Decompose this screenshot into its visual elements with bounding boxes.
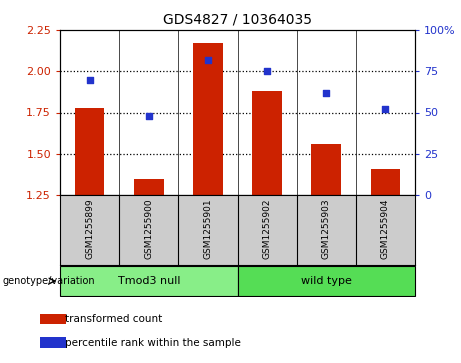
Text: GSM1255902: GSM1255902 — [263, 199, 272, 259]
Text: wild type: wild type — [301, 276, 352, 286]
Point — [263, 68, 271, 74]
Text: GSM1255904: GSM1255904 — [381, 199, 390, 259]
Point — [86, 77, 93, 82]
Point — [145, 113, 153, 119]
Text: GSM1255903: GSM1255903 — [322, 199, 331, 259]
Point — [323, 90, 330, 95]
Text: percentile rank within the sample: percentile rank within the sample — [65, 338, 241, 348]
Text: GSM1255900: GSM1255900 — [144, 199, 153, 259]
Bar — [40, 337, 66, 348]
Bar — [40, 314, 66, 324]
Bar — [134, 179, 164, 195]
Text: Tmod3 null: Tmod3 null — [118, 276, 180, 286]
Title: GDS4827 / 10364035: GDS4827 / 10364035 — [163, 12, 312, 26]
Text: GSM1255901: GSM1255901 — [203, 199, 213, 259]
FancyBboxPatch shape — [237, 266, 415, 296]
Bar — [312, 144, 341, 195]
FancyBboxPatch shape — [60, 266, 237, 296]
Bar — [371, 168, 400, 195]
Point — [204, 57, 212, 62]
Bar — [75, 107, 104, 195]
Bar — [252, 91, 282, 195]
Text: transformed count: transformed count — [65, 314, 162, 325]
Text: genotype/variation: genotype/variation — [2, 276, 95, 286]
Point — [382, 106, 389, 112]
Text: GSM1255899: GSM1255899 — [85, 199, 94, 259]
Bar — [193, 43, 223, 195]
